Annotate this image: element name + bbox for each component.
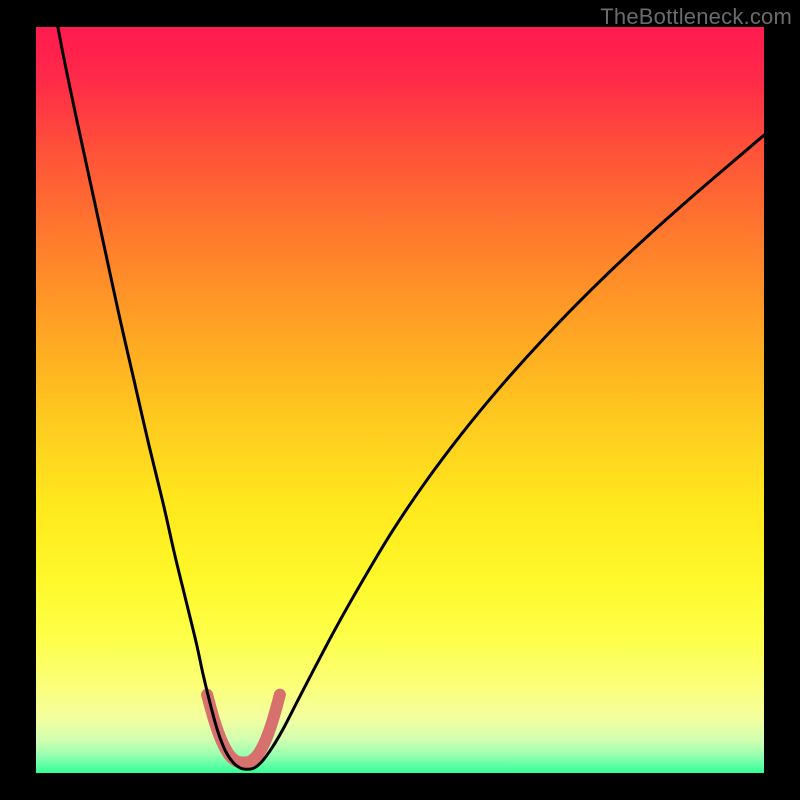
plot-gradient-background	[36, 27, 764, 773]
bottleneck-curve-chart	[0, 0, 800, 800]
chart-container: TheBottleneck.com	[0, 0, 800, 800]
watermark-text: TheBottleneck.com	[600, 4, 792, 30]
